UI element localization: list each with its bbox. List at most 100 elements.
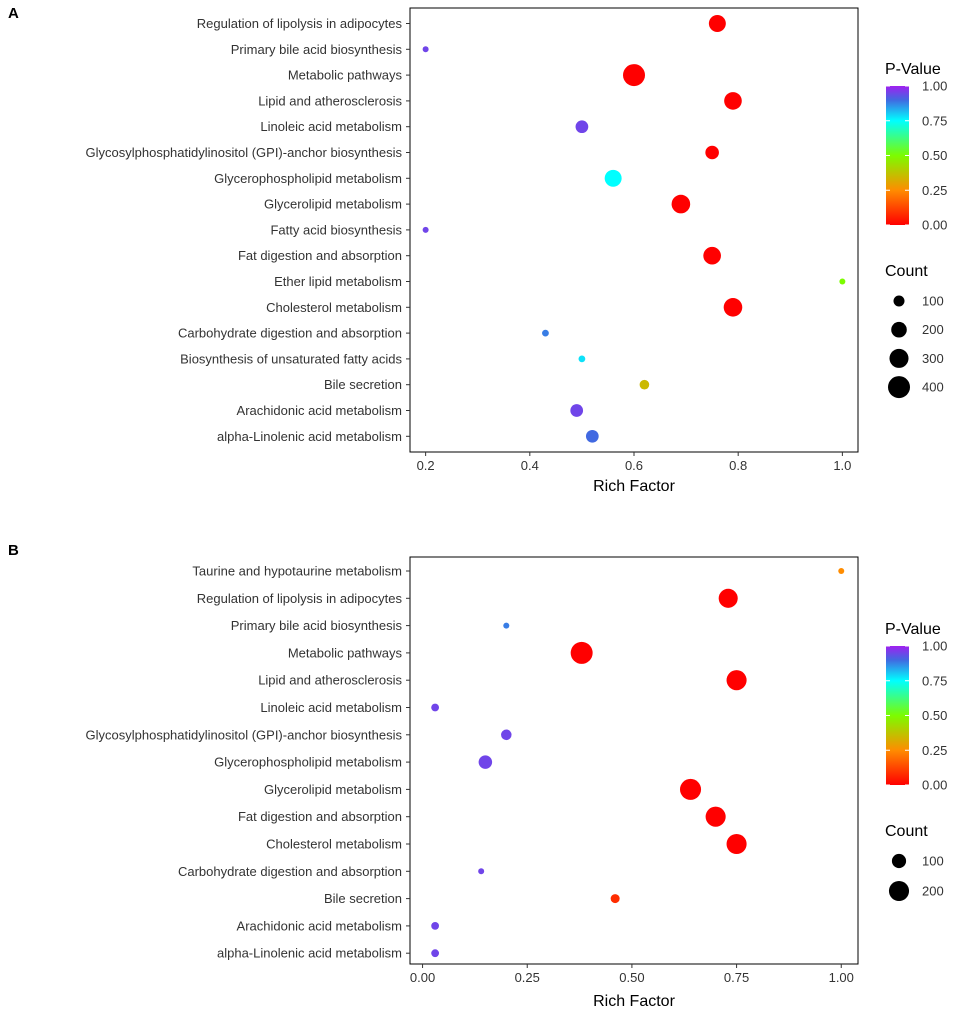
category-label-a: Fatty acid biosynthesis bbox=[270, 222, 402, 237]
data-point-a bbox=[575, 120, 589, 134]
size-key-label-a: 400 bbox=[922, 380, 944, 395]
data-point-a bbox=[585, 429, 599, 443]
panel-a: A Regulation of lipolysis in adipocytes P… bbox=[8, 5, 947, 495]
data-point-b bbox=[705, 806, 726, 827]
category-label-a: Ether lipid metabolism bbox=[274, 274, 402, 289]
category-labels-a: Regulation of lipolysis in adipocytes Pri… bbox=[86, 16, 410, 444]
x-tick-label-b: 0.75 bbox=[724, 970, 749, 985]
category-label-a: Glycerolipid metabolism bbox=[264, 197, 402, 212]
data-point-b bbox=[610, 894, 620, 904]
category-label-b: Bile secretion bbox=[324, 891, 402, 906]
category-label-b: Primary bile acid biosynthesis bbox=[231, 618, 403, 633]
category-label-b: Glycerolipid metabolism bbox=[264, 782, 402, 797]
data-point-b bbox=[718, 588, 738, 608]
data-point-a bbox=[703, 246, 721, 265]
category-label-a: Primary bile acid biosynthesis bbox=[231, 42, 403, 57]
data-point-a bbox=[724, 92, 742, 110]
data-point-a bbox=[671, 194, 691, 214]
category-label-a: Glycosylphosphatidylinositol (GPI)-ancho… bbox=[86, 145, 403, 160]
size-key-label-a: 300 bbox=[922, 351, 944, 366]
size-key-circle-a bbox=[891, 321, 907, 338]
category-label-b: Carbohydrate digestion and absorption bbox=[178, 864, 402, 879]
x-ticks-b: 0.00 0.25 0.50 0.75 1.00 bbox=[410, 964, 854, 985]
color-tick-label-a: 0.75 bbox=[922, 113, 947, 128]
category-label-b: Arachidonic acid metabolism bbox=[237, 918, 402, 933]
x-tick-label-a: 1.0 bbox=[833, 458, 851, 473]
color-tick-label-a: 0.25 bbox=[922, 183, 947, 198]
color-legend-a: P-Value 1.00 0.75 0.50 0.25 0.00 bbox=[885, 61, 947, 233]
category-label-a: alpha-Linolenic acid metabolism bbox=[217, 429, 402, 444]
data-point-a bbox=[708, 15, 726, 32]
color-tick-label-a: 0.00 bbox=[922, 218, 947, 233]
category-label-a: Fat digestion and absorption bbox=[238, 248, 402, 263]
color-ticks-b: 1.00 0.75 0.50 0.25 0.00 bbox=[886, 639, 947, 793]
data-point-b bbox=[431, 949, 440, 958]
data-point-a bbox=[639, 379, 650, 390]
panel-letter-b: B bbox=[8, 542, 19, 559]
x-tick-label-a: 0.2 bbox=[417, 458, 435, 473]
color-ticks-a: 1.00 0.75 0.50 0.25 0.00 bbox=[886, 79, 947, 233]
points-b bbox=[431, 568, 845, 958]
category-label-b: Fat digestion and absorption bbox=[238, 809, 402, 824]
plot-area-b bbox=[409, 556, 859, 965]
category-label-a: Regulation of lipolysis in adipocytes bbox=[197, 16, 403, 31]
category-label-b: Glycerophospholipid metabolism bbox=[214, 755, 402, 770]
size-keys-a: 100 200 300 400 bbox=[888, 294, 944, 399]
data-point-a bbox=[623, 64, 645, 87]
data-point-a bbox=[578, 355, 586, 363]
category-label-a: Carbohydrate digestion and absorption bbox=[178, 326, 402, 341]
data-point-a bbox=[422, 46, 429, 53]
color-bar-b bbox=[886, 646, 909, 785]
x-tick-label-b: 0.00 bbox=[410, 970, 435, 985]
category-label-a: Bile secretion bbox=[324, 377, 402, 392]
color-tick-label-b: 0.25 bbox=[922, 743, 947, 758]
color-tick-label-b: 0.00 bbox=[922, 778, 947, 793]
category-labels-b: Taurine and hypotaurine metabolism Regula… bbox=[86, 564, 410, 961]
category-label-b: alpha-Linolenic acid metabolism bbox=[217, 946, 402, 961]
size-key-circle-b bbox=[888, 880, 910, 902]
category-label-b: Lipid and atherosclerosis bbox=[258, 673, 402, 688]
size-key-circle-a bbox=[889, 348, 909, 368]
color-tick-label-b: 0.75 bbox=[922, 673, 947, 688]
data-point-b bbox=[570, 641, 593, 664]
category-label-b: Regulation of lipolysis in adipocytes bbox=[197, 591, 403, 606]
color-legend-b: P-Value 1.00 0.75 0.50 0.25 0.00 bbox=[885, 621, 947, 793]
x-axis-title-a: Rich Factor bbox=[593, 478, 675, 495]
size-legend-b: Count 100 200 bbox=[885, 823, 944, 902]
size-key-circle-b bbox=[891, 853, 907, 869]
data-point-b bbox=[726, 833, 747, 855]
color-tick-label-a: 0.50 bbox=[922, 148, 947, 163]
color-legend-title-a: P-Value bbox=[885, 61, 941, 78]
size-key-circle-a bbox=[888, 376, 910, 399]
data-point-b bbox=[431, 703, 440, 712]
data-point-b bbox=[431, 922, 440, 930]
color-legend-title-b: P-Value bbox=[885, 621, 941, 638]
x-tick-label-b: 0.25 bbox=[515, 970, 540, 985]
size-legend-title-a: Count bbox=[885, 263, 928, 280]
size-key-label-a: 200 bbox=[922, 322, 944, 337]
x-tick-label-b: 1.00 bbox=[829, 970, 854, 985]
data-point-b bbox=[726, 670, 747, 691]
data-point-a bbox=[705, 145, 719, 160]
size-legend-title-b: Count bbox=[885, 823, 928, 840]
x-tick-label-a: 0.8 bbox=[729, 458, 747, 473]
x-tick-label-a: 0.4 bbox=[521, 458, 539, 473]
size-key-label-a: 100 bbox=[922, 294, 944, 309]
size-key-label-b: 200 bbox=[922, 884, 944, 899]
category-label-b: Taurine and hypotaurine metabolism bbox=[192, 564, 402, 579]
category-label-a: Cholesterol metabolism bbox=[266, 300, 402, 315]
x-axis-title-b: Rich Factor bbox=[593, 993, 675, 1010]
data-point-a bbox=[604, 169, 622, 187]
panel-letter-a: A bbox=[8, 5, 19, 22]
category-label-a: Glycerophospholipid metabolism bbox=[214, 171, 402, 186]
data-point-b bbox=[503, 622, 510, 629]
data-point-a bbox=[723, 298, 743, 317]
category-label-a: Lipid and atherosclerosis bbox=[258, 93, 402, 108]
category-label-a: Linoleic acid metabolism bbox=[260, 119, 402, 134]
size-key-circle-a bbox=[893, 295, 905, 307]
data-point-b bbox=[478, 868, 485, 875]
data-point-b bbox=[679, 778, 702, 800]
panel-b: B Taurine and hypotaurine metabolism Regu… bbox=[8, 542, 947, 1010]
category-label-a: Metabolic pathways bbox=[288, 68, 403, 83]
